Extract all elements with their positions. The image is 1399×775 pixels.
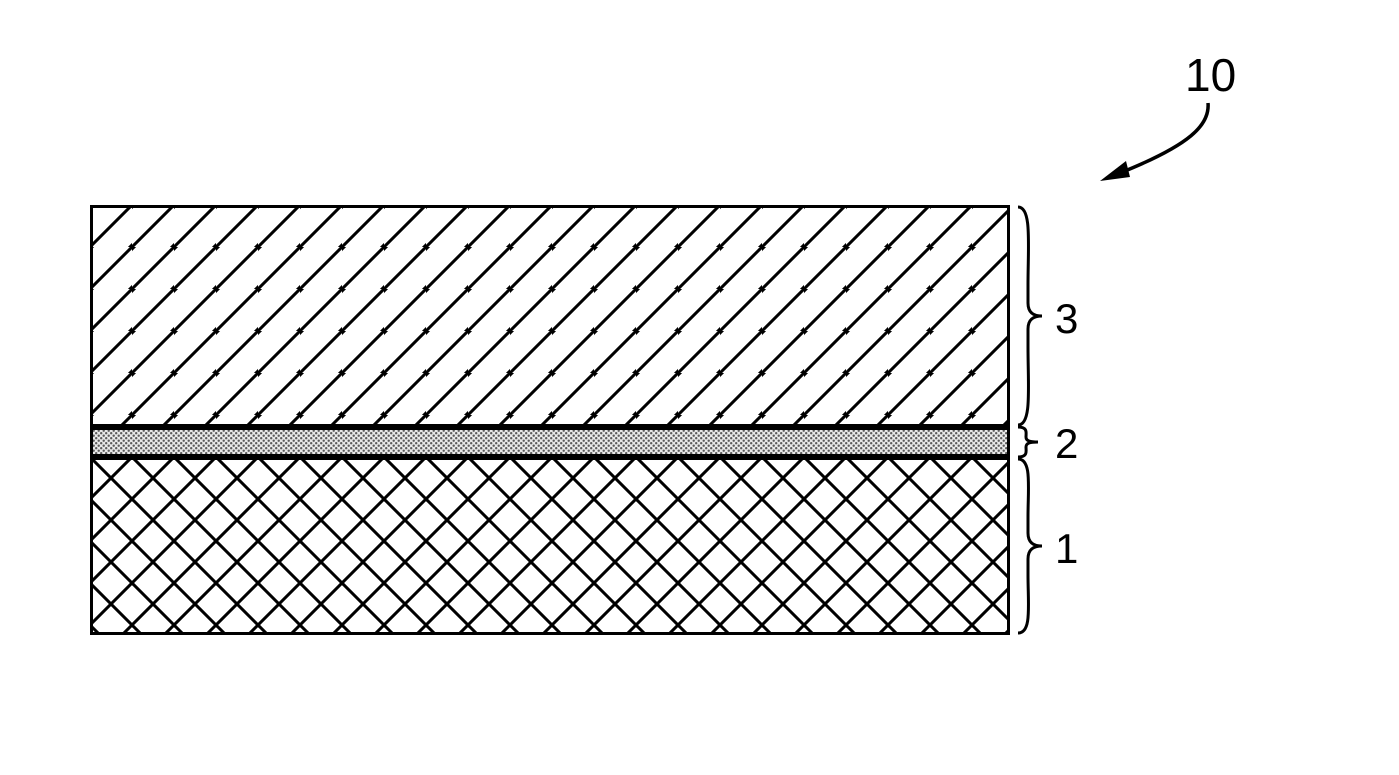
label-layer-3: 3 xyxy=(1055,295,1078,343)
layer-1 xyxy=(90,457,1010,635)
brace-layer-3 xyxy=(1014,205,1052,427)
label-layer-2: 2 xyxy=(1055,420,1078,468)
reference-arrow xyxy=(1080,95,1250,195)
brace-layer-1 xyxy=(1014,457,1052,635)
layer-3 xyxy=(90,205,1010,427)
brace-layer-2 xyxy=(1014,425,1052,459)
figure-stage: 3 2 1 10 xyxy=(0,0,1399,775)
layer-2 xyxy=(90,427,1010,457)
reference-label: 10 xyxy=(1185,48,1236,102)
label-layer-1: 1 xyxy=(1055,525,1078,573)
